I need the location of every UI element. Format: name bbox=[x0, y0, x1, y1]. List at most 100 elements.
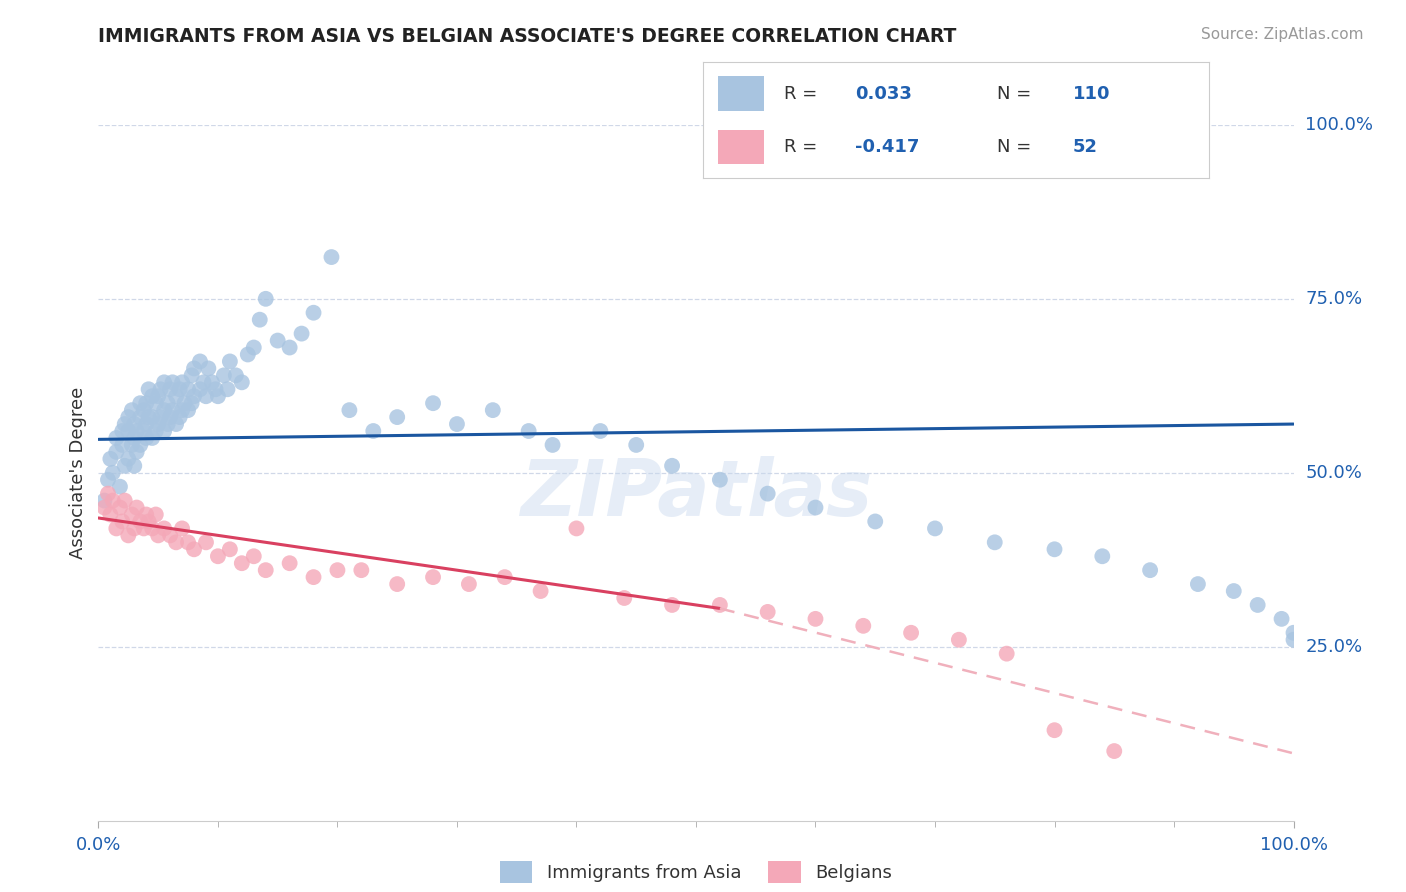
Point bbox=[149, 382, 172, 396]
Text: R =: R = bbox=[785, 85, 817, 103]
Point bbox=[183, 361, 205, 376]
Point bbox=[105, 445, 128, 459]
Point bbox=[194, 535, 217, 549]
Point bbox=[613, 591, 636, 605]
Point bbox=[172, 376, 194, 390]
Point bbox=[93, 493, 115, 508]
Point bbox=[141, 521, 163, 535]
Point bbox=[132, 521, 155, 535]
Point bbox=[385, 410, 409, 425]
Point bbox=[141, 431, 163, 445]
Point bbox=[1139, 563, 1161, 577]
Point bbox=[145, 508, 167, 522]
Point bbox=[207, 389, 229, 403]
Point bbox=[278, 341, 301, 355]
Point bbox=[541, 438, 564, 452]
Point bbox=[148, 417, 170, 431]
Point bbox=[117, 410, 139, 425]
Point bbox=[177, 382, 200, 396]
Point bbox=[138, 515, 160, 529]
Point bbox=[422, 396, 444, 410]
Point bbox=[135, 417, 157, 431]
Point bbox=[117, 451, 139, 466]
Point bbox=[172, 403, 194, 417]
Point bbox=[948, 632, 970, 647]
Text: 75.0%: 75.0% bbox=[1305, 290, 1362, 308]
Point bbox=[446, 417, 468, 431]
Point bbox=[756, 486, 779, 500]
Point bbox=[156, 396, 179, 410]
Point bbox=[148, 528, 170, 542]
Point bbox=[337, 403, 360, 417]
Text: R =: R = bbox=[785, 138, 817, 156]
Point bbox=[1102, 744, 1125, 758]
Y-axis label: Associate's Degree: Associate's Degree bbox=[69, 386, 87, 559]
Point bbox=[458, 577, 481, 591]
Point bbox=[385, 577, 409, 591]
Point bbox=[1246, 598, 1268, 612]
Point bbox=[145, 396, 167, 410]
Point bbox=[302, 306, 325, 320]
Point bbox=[132, 403, 155, 417]
Point bbox=[124, 458, 146, 473]
Point bbox=[173, 396, 195, 410]
Point bbox=[125, 500, 148, 515]
Point bbox=[290, 326, 312, 341]
Point bbox=[267, 334, 290, 348]
Point bbox=[924, 521, 946, 535]
Point bbox=[129, 515, 152, 529]
Point bbox=[243, 549, 266, 564]
Point bbox=[995, 647, 1018, 661]
Point bbox=[156, 417, 179, 431]
Point bbox=[169, 382, 191, 396]
Point bbox=[188, 382, 211, 396]
Point bbox=[153, 521, 176, 535]
Text: ZIPatlas: ZIPatlas bbox=[520, 456, 872, 532]
Point bbox=[129, 438, 152, 452]
Point bbox=[249, 312, 271, 326]
Point bbox=[863, 515, 886, 529]
Point bbox=[183, 389, 205, 403]
Point bbox=[135, 396, 157, 410]
Point bbox=[1282, 632, 1305, 647]
Point bbox=[125, 424, 148, 438]
Point bbox=[236, 347, 259, 361]
Text: 52: 52 bbox=[1073, 138, 1098, 156]
Text: IMMIGRANTS FROM ASIA VS BELGIAN ASSOCIATE'S DEGREE CORRELATION CHART: IMMIGRANTS FROM ASIA VS BELGIAN ASSOCIAT… bbox=[98, 27, 957, 45]
Point bbox=[804, 612, 827, 626]
Point bbox=[204, 382, 226, 396]
Point bbox=[129, 410, 152, 425]
Point bbox=[180, 368, 202, 383]
Point bbox=[219, 354, 242, 368]
Point bbox=[153, 376, 176, 390]
Point bbox=[98, 508, 122, 522]
Point bbox=[481, 403, 505, 417]
Point bbox=[124, 521, 146, 535]
Point bbox=[162, 403, 184, 417]
Point bbox=[363, 424, 385, 438]
Point bbox=[1271, 612, 1294, 626]
Text: 100.0%: 100.0% bbox=[1305, 116, 1374, 134]
Point bbox=[177, 403, 200, 417]
Text: -0.417: -0.417 bbox=[855, 138, 920, 156]
Point bbox=[114, 417, 136, 431]
Point bbox=[756, 605, 779, 619]
Text: N =: N = bbox=[997, 138, 1031, 156]
Point bbox=[254, 563, 277, 577]
Point bbox=[278, 556, 301, 570]
Point bbox=[111, 515, 134, 529]
Point bbox=[231, 556, 253, 570]
Point bbox=[217, 382, 239, 396]
Point bbox=[302, 570, 325, 584]
Point bbox=[108, 500, 131, 515]
Point bbox=[101, 466, 124, 480]
Point bbox=[165, 535, 187, 549]
Point bbox=[132, 424, 155, 438]
Point bbox=[1282, 625, 1305, 640]
Point bbox=[153, 403, 176, 417]
Point bbox=[193, 376, 215, 390]
Point bbox=[117, 424, 139, 438]
Point bbox=[145, 424, 167, 438]
Point bbox=[105, 521, 128, 535]
Point bbox=[589, 424, 612, 438]
